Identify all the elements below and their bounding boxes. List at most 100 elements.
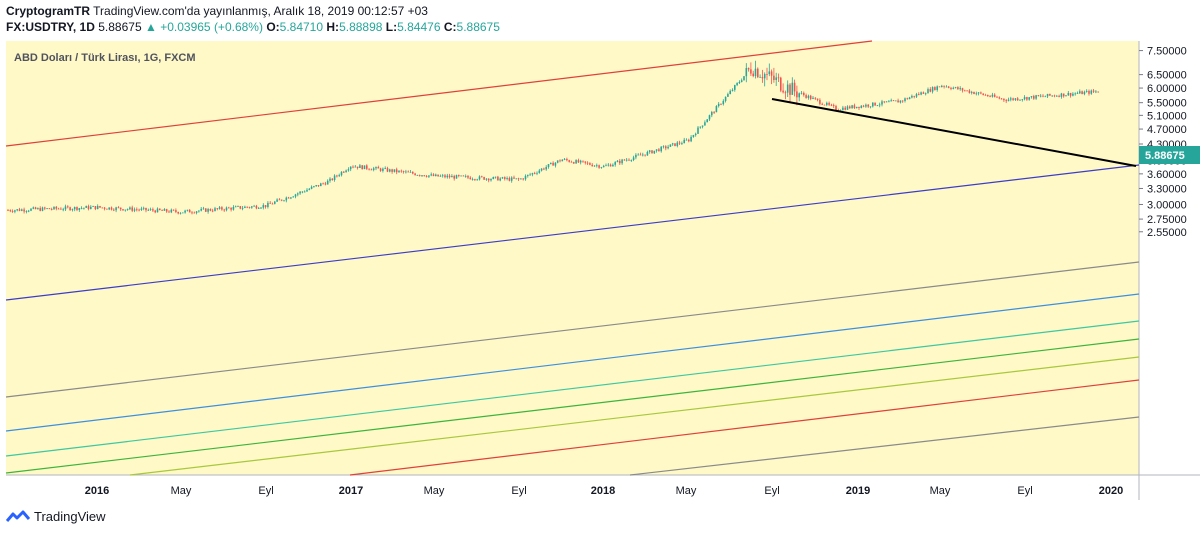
candle-body <box>338 175 340 177</box>
tradingview-brand[interactable]: TradingView <box>34 509 106 524</box>
candle-body <box>630 159 633 161</box>
candle-body <box>129 207 131 210</box>
candle-body <box>446 175 449 178</box>
candle-body <box>108 207 110 210</box>
candle-body <box>175 210 177 212</box>
candle-body <box>1074 93 1076 95</box>
close-value: 5.88675 <box>456 20 500 34</box>
candle-body <box>784 92 787 94</box>
candle-body <box>168 211 170 213</box>
candle-body <box>18 209 21 211</box>
candle-body <box>14 210 16 212</box>
candle-body <box>881 101 883 105</box>
candle-body <box>241 207 244 209</box>
candle-body <box>432 174 435 177</box>
candle-body <box>1088 90 1090 94</box>
candle-body <box>1019 99 1021 101</box>
candle-body <box>740 80 743 82</box>
candle-body <box>16 209 18 211</box>
author-name[interactable]: CryptogramTR <box>6 4 91 18</box>
candle-body <box>763 74 766 79</box>
regression-channel <box>5 40 1140 476</box>
candle-body <box>780 77 782 91</box>
chart-header: CryptogramTR TradingView.com'da yayınlan… <box>6 3 500 35</box>
candle-body <box>607 164 610 166</box>
candle-body <box>927 89 929 94</box>
candle-body <box>968 90 971 93</box>
candle-body <box>1033 96 1035 99</box>
candle-body <box>34 207 37 210</box>
candle-body <box>540 168 543 171</box>
candle-body <box>536 172 538 174</box>
candle-body <box>773 75 775 80</box>
candle-body <box>550 162 552 165</box>
candle-body <box>669 144 672 147</box>
time-tick-label: May <box>676 485 697 497</box>
candle-body <box>30 208 32 211</box>
candle-body <box>177 211 179 214</box>
candle-body <box>110 207 113 210</box>
candle-body <box>812 97 814 99</box>
candle-body <box>421 175 423 177</box>
open-value: 5.84710 <box>279 20 324 34</box>
candle-body <box>745 68 748 77</box>
candle-body <box>803 92 805 96</box>
candle-body <box>131 207 133 211</box>
candle-body <box>113 209 115 211</box>
candle-body <box>973 91 975 94</box>
candle-body <box>23 209 25 212</box>
symbol-label[interactable]: FX:USDTRY, 1D <box>6 20 95 34</box>
candle-body <box>892 100 895 102</box>
candle-body <box>623 159 626 161</box>
candle-body <box>253 205 255 207</box>
channel-gray-lower <box>629 416 1140 476</box>
candle-body <box>375 167 377 169</box>
candle-body <box>1090 90 1093 94</box>
candle-body <box>64 206 67 210</box>
candle-body <box>39 208 41 211</box>
candle-body <box>280 199 283 201</box>
candle-body <box>138 209 140 211</box>
candle-body <box>786 84 789 93</box>
candle-body <box>366 165 368 169</box>
candle-body <box>996 96 998 98</box>
candle-body <box>48 208 51 210</box>
candle-body <box>228 207 230 209</box>
candle-body <box>349 166 352 170</box>
candle-body <box>336 175 338 177</box>
candle-body <box>777 77 780 79</box>
candle-body <box>211 210 214 212</box>
candle-body <box>842 107 844 110</box>
candle-body <box>458 175 460 176</box>
candle-body <box>283 200 285 202</box>
candle-body <box>828 102 830 105</box>
time-tick-label: Eyl <box>1017 485 1032 497</box>
candle-body <box>209 209 212 211</box>
candle-body <box>1030 96 1033 98</box>
candle-body <box>701 125 704 127</box>
candle-body <box>734 85 736 90</box>
candle-body <box>816 98 819 100</box>
candle-body <box>830 104 833 106</box>
close-label: C: <box>443 20 457 34</box>
candle-body <box>232 207 235 210</box>
candle-body <box>625 159 628 161</box>
candle-body <box>1028 97 1030 100</box>
candle-body <box>230 207 232 210</box>
time-tick-label: 2019 <box>846 485 870 497</box>
candle-body <box>915 94 918 97</box>
candle-body <box>453 176 455 179</box>
candle-body <box>579 160 582 163</box>
candle-body <box>444 175 446 178</box>
candle-body <box>897 100 899 103</box>
candle-body <box>692 135 695 137</box>
candle-body <box>363 165 366 170</box>
candle-body <box>543 168 545 170</box>
candle-body <box>382 168 384 171</box>
candle-body <box>214 208 216 211</box>
time-tick-label: May <box>930 485 951 497</box>
candle-body <box>147 209 150 211</box>
current-price-label: 5.88675 <box>1145 150 1185 162</box>
candle-body <box>506 177 508 179</box>
